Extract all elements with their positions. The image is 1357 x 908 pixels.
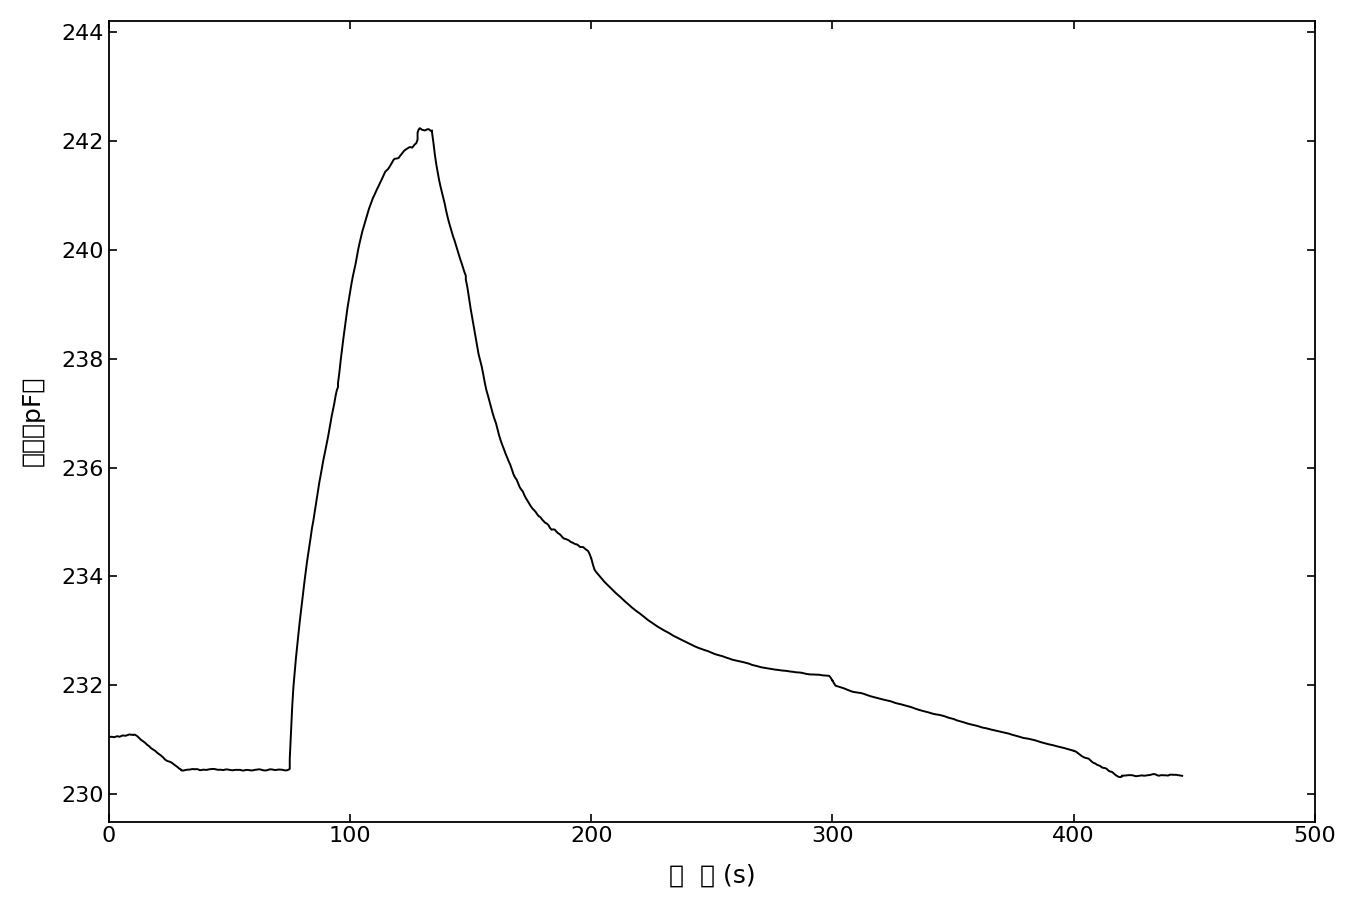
Y-axis label: 电容（pF）: 电容（pF） bbox=[20, 376, 45, 467]
X-axis label: 时  间 (s): 时 间 (s) bbox=[669, 864, 754, 887]
